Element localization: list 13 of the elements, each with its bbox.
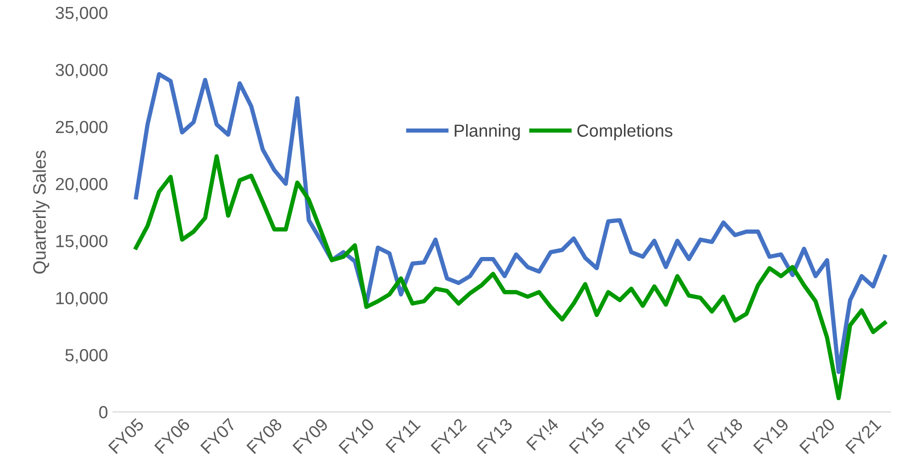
y-tick-label: 20,000 — [56, 178, 108, 192]
y-tick-label: 10,000 — [56, 292, 108, 306]
legend-label: Planning — [454, 124, 520, 140]
y-tick-label: 30,000 — [56, 64, 108, 78]
y-tick-label: 15,000 — [56, 234, 108, 250]
y-tick-label: 35,000 — [56, 6, 108, 22]
line-series — [134, 72, 887, 374]
legend-label: Completions — [577, 124, 672, 140]
line-series — [134, 154, 887, 400]
y-tick-label: 0 — [99, 406, 108, 418]
y-axis-title: Quarterly Sales — [32, 150, 50, 274]
y-tick-label: 5,000 — [65, 349, 108, 364]
y-tick-label: 25,000 — [56, 120, 108, 136]
